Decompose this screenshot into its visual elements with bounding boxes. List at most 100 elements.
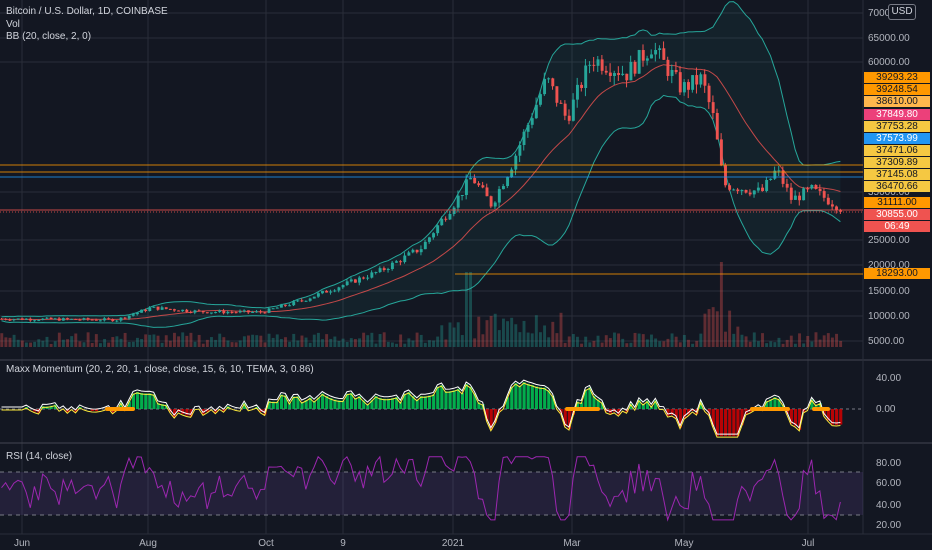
candle-body [617, 73, 621, 75]
candle-body [300, 300, 304, 302]
momentum-bar [637, 399, 641, 409]
candle-body [559, 102, 563, 104]
momentum-line-slow [1, 382, 841, 438]
rsi-axis[interactable]: 80.00 60.00 40.00 20.00 [876, 458, 901, 531]
volume-bar [839, 340, 843, 347]
candle-body [571, 99, 575, 121]
volume-bar [629, 342, 633, 347]
volume-bar [818, 339, 822, 347]
volume-bar [551, 321, 555, 347]
volume-bar [230, 342, 234, 347]
candle-body [304, 300, 308, 302]
volume-bar [152, 334, 156, 347]
volume-bar [271, 337, 275, 347]
momentum-bar [674, 409, 678, 418]
momentum-bar [127, 401, 131, 409]
momentum-bar [551, 395, 555, 409]
volume-bar [37, 339, 41, 347]
candle-body [765, 180, 769, 191]
candle-body [510, 169, 514, 178]
momentum-bar [419, 396, 423, 409]
volume-bar [814, 332, 818, 347]
momentum-bar [423, 396, 427, 409]
momentum-bar [308, 397, 312, 409]
volume-bar [156, 335, 160, 347]
candlestick-series[interactable] [0, 41, 843, 323]
momentum-bar [399, 402, 403, 409]
volume-bar [312, 334, 316, 347]
candle-body [411, 249, 415, 253]
volume-bar [835, 333, 838, 347]
candle-body [736, 189, 740, 192]
volume-bar [238, 340, 242, 347]
volume-bar [160, 342, 164, 347]
candle-body [353, 279, 357, 283]
candle-body [415, 249, 419, 253]
momentum-bar [526, 383, 530, 409]
candle-body [234, 312, 238, 314]
currency-button[interactable]: USD [888, 4, 916, 20]
momentum-bar [140, 392, 144, 409]
momentum-bar [650, 406, 654, 409]
time-axis[interactable]: Jun Aug Oct 9 2021 Mar May Jul [14, 538, 814, 549]
candle-body [214, 312, 218, 314]
candle-body [263, 312, 267, 314]
momentum-bar [830, 409, 835, 425]
volume-bar [66, 339, 70, 347]
volume-bar [316, 332, 320, 347]
volume-bar [485, 320, 489, 347]
volume-legend[interactable]: Vol [6, 19, 20, 30]
volume-bar [242, 336, 246, 347]
rsi-legend[interactable]: RSI (14, close) [6, 451, 73, 462]
momentum-squeeze-markers [105, 407, 830, 411]
candle-body [456, 195, 460, 208]
candle-body [136, 312, 139, 315]
momentum-bar [337, 400, 341, 409]
volume-bar [744, 336, 748, 347]
candle-body [678, 72, 682, 93]
volume-bar [670, 333, 674, 347]
momentum-bar [534, 386, 538, 409]
momentum-bar [765, 401, 769, 409]
candle-body [358, 277, 361, 283]
candle-body [621, 73, 625, 75]
candle-body [251, 311, 255, 313]
symbol-title[interactable]: Bitcoin / U.S. Dollar, 1D, COINBASE [6, 6, 168, 17]
candle-body [645, 58, 649, 61]
momentum-bar [835, 409, 839, 426]
volume-bar [78, 341, 82, 347]
candle-body [543, 78, 547, 95]
momentum-legend[interactable]: Maxx Momentum (20, 2, 20, 1, close, clos… [6, 364, 314, 375]
momentum-bar [543, 387, 547, 409]
candle-body [20, 318, 24, 320]
momentum-bar [732, 409, 736, 437]
momentum-bar [678, 409, 682, 428]
candle-body [107, 318, 111, 320]
bollinger-legend[interactable]: BB (20, close, 2, 0) [6, 31, 92, 42]
candle-body [715, 112, 719, 140]
candle-body [752, 190, 756, 195]
candle-body [740, 189, 744, 192]
candle-body [74, 318, 78, 320]
volume-bar [534, 315, 538, 347]
volume-bar [164, 335, 168, 347]
momentum-bar [284, 395, 288, 409]
volume-bar [444, 339, 448, 347]
volume-bar [687, 339, 690, 347]
candle-body [732, 189, 736, 191]
volume-bar [625, 343, 629, 347]
volume-bar [452, 327, 456, 347]
candle-body [407, 252, 411, 256]
momentum-bar [522, 382, 526, 409]
candle-body [329, 291, 333, 293]
volume-bar [830, 337, 834, 347]
time-tick-label: Oct [258, 538, 274, 549]
candle-body [284, 304, 287, 306]
momentum-axis[interactable]: 40.00 0.00 [876, 373, 901, 415]
volume-bar [259, 335, 263, 347]
squeeze-marker [750, 407, 790, 411]
volume-bar [514, 324, 518, 347]
volume-bar [226, 340, 230, 347]
candle-body [452, 207, 456, 214]
